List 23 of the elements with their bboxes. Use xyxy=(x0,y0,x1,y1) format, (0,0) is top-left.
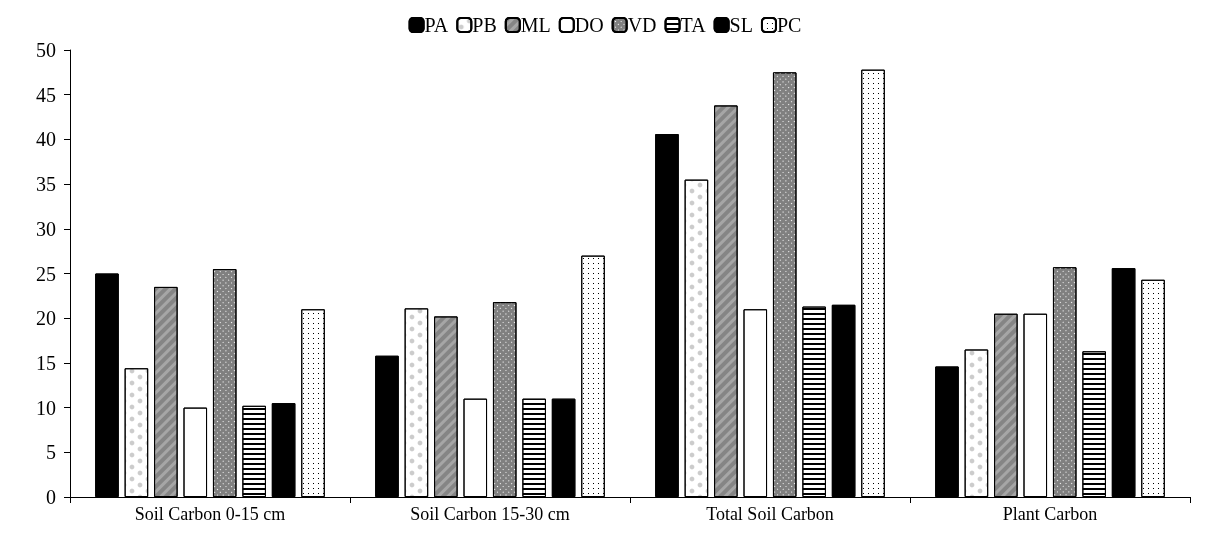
y-tick-label: 40 xyxy=(36,128,56,151)
y-tick-label: 30 xyxy=(36,217,56,240)
x-tick-label: Total Soil Carbon xyxy=(706,504,834,524)
legend-label: VD xyxy=(627,14,657,36)
y-tick-label: 10 xyxy=(36,396,56,419)
y-tick-label: 15 xyxy=(36,351,56,374)
legend-label: PB xyxy=(472,14,497,36)
x-tick-label: Soil Carbon 15-30 cm xyxy=(410,504,570,524)
y-tick-label: 5 xyxy=(46,441,56,464)
y-tick-label: 50 xyxy=(36,39,56,61)
legend-label: ML xyxy=(520,14,551,36)
legend-label: PC xyxy=(776,14,802,36)
y-tick-label: 25 xyxy=(36,262,56,285)
legend-label: DO xyxy=(574,14,604,36)
legend-label: SL xyxy=(729,14,753,36)
legend-label: TA xyxy=(680,14,707,36)
y-tick-label: 20 xyxy=(36,307,56,330)
y-tick-label: 0 xyxy=(46,486,56,508)
legend-label: PA xyxy=(424,14,449,36)
y-tick-label: 45 xyxy=(36,83,56,106)
x-tick-label: Plant Carbon xyxy=(1002,504,1098,524)
x-tick-label: Soil Carbon 0-15 cm xyxy=(134,504,286,524)
y-tick-label: 35 xyxy=(36,173,56,196)
